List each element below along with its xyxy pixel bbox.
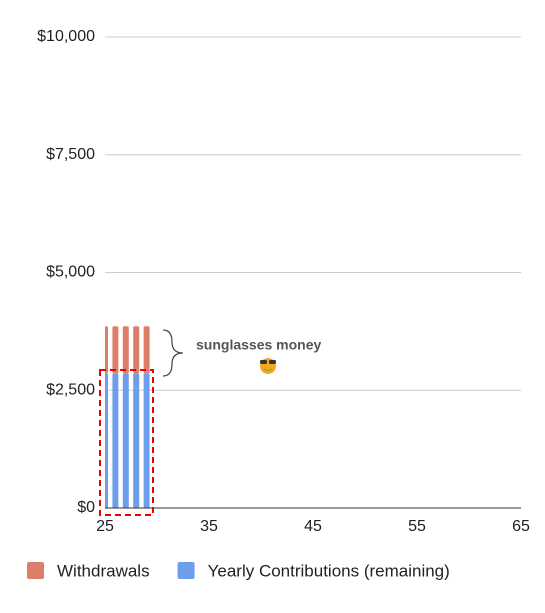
- bar: [122, 373, 129, 508]
- x-tick-label: 65: [512, 518, 530, 535]
- annotation: sunglasses money: [196, 337, 321, 353]
- y-tick-label: $0: [77, 499, 95, 516]
- x-tick-label: 35: [200, 518, 218, 535]
- bar: [133, 326, 140, 374]
- bar: [143, 326, 150, 374]
- x-tick-label: 25: [96, 518, 114, 535]
- highlight-box: [99, 369, 154, 516]
- bar: [143, 373, 150, 508]
- y-tick-label: $10,000: [37, 28, 95, 45]
- bar: [122, 326, 129, 374]
- sunglasses-emoji: [260, 358, 276, 374]
- bar: [133, 373, 140, 508]
- legend-label: Yearly Contributions (remaining): [208, 561, 450, 580]
- bar: [105, 326, 108, 374]
- bar: [112, 326, 119, 374]
- bar: [112, 373, 119, 508]
- y-tick-label: $5,000: [46, 264, 95, 281]
- x-tick-label: 45: [304, 518, 322, 535]
- legend-swatch: [27, 562, 44, 579]
- x-tick-label: 55: [408, 518, 426, 535]
- brace: [162, 329, 184, 377]
- bar: [105, 373, 108, 508]
- legend-swatch: [177, 562, 195, 579]
- y-tick-label: $2,500: [46, 381, 95, 398]
- legend-label: Withdrawals: [57, 561, 150, 580]
- y-tick-label: $7,500: [46, 146, 95, 163]
